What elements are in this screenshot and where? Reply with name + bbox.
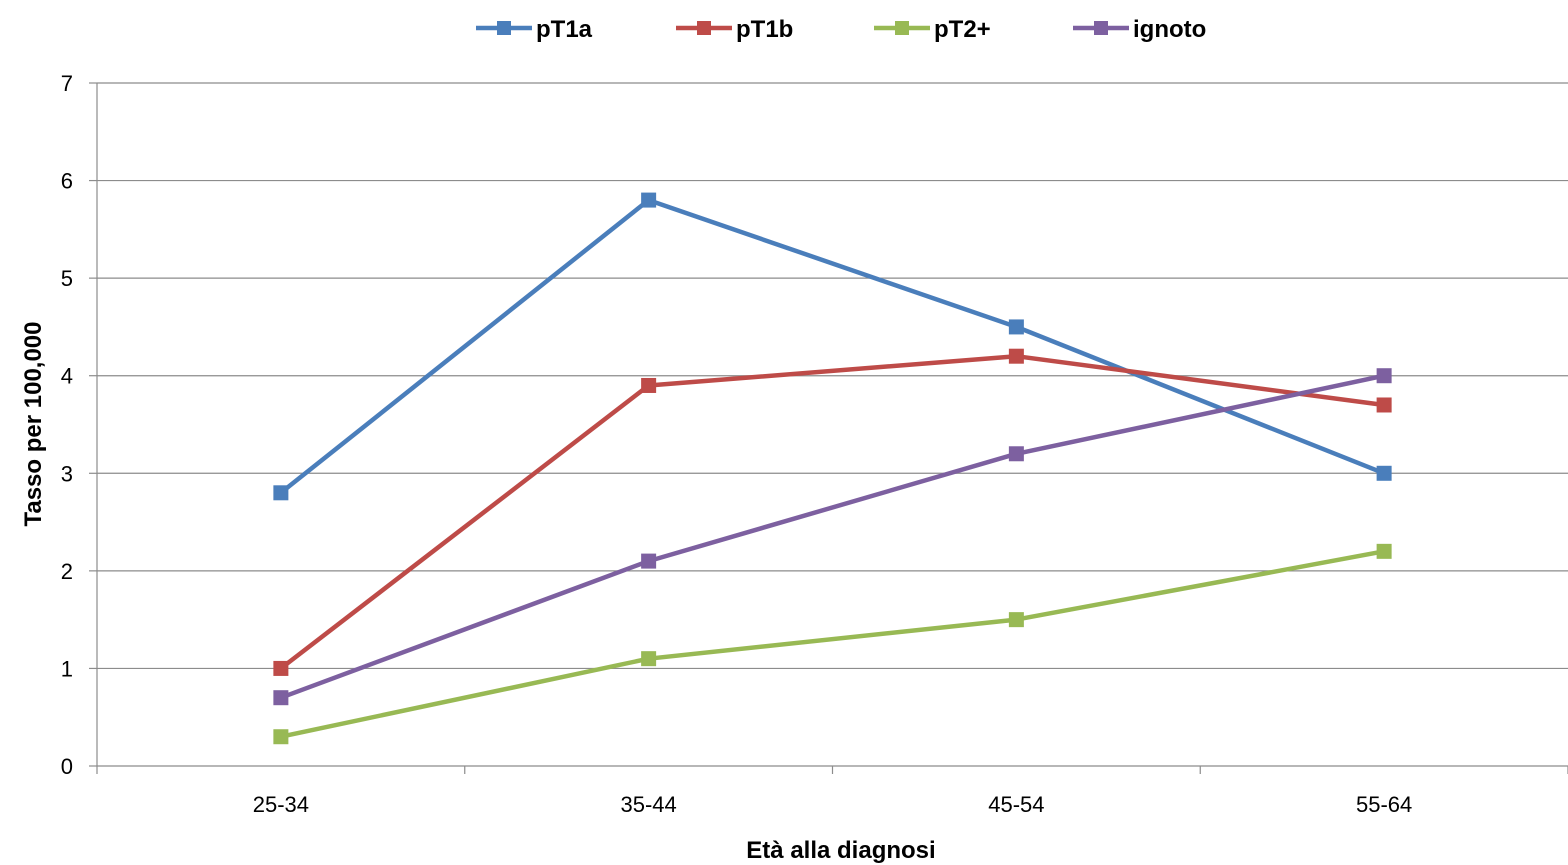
y-tick-label: 4 [61, 364, 73, 389]
legend-swatch-marker [497, 21, 511, 35]
data-point-pT1b [1008, 348, 1024, 364]
legend-label: pT1a [536, 16, 593, 43]
data-point-pT2+ [1376, 543, 1392, 559]
grid-lines [97, 82, 1568, 670]
data-point-ignoto [273, 690, 289, 706]
x-tick-label: 55-64 [1356, 792, 1412, 817]
y-tick-label: 6 [61, 169, 73, 194]
y-tick-label: 0 [61, 754, 73, 779]
legend-swatch-marker [895, 21, 909, 35]
legend-label: ignoto [1133, 16, 1206, 43]
data-point-pT1b [273, 660, 289, 676]
legend-swatch-marker [1094, 21, 1108, 35]
legend-item-pT1b: pT1b [676, 16, 793, 43]
legend-item-pT1a: pT1a [476, 16, 593, 43]
legend-label: pT1b [736, 16, 793, 43]
series-lines [273, 192, 1392, 745]
data-point-pT1a [1008, 319, 1024, 335]
y-tick-label: 5 [61, 266, 73, 291]
data-point-pT1b [641, 377, 657, 393]
x-tick-label: 45-54 [988, 792, 1044, 817]
series-line-ignoto [280, 373, 1385, 700]
series-line-pT2+ [280, 549, 1385, 739]
axes: 0 1 2 3 4 5 6 7 25-34 35-44 45-54 55-64 [61, 71, 1568, 817]
legend-item-ignoto: ignoto [1073, 16, 1206, 43]
data-point-ignoto [1008, 446, 1024, 462]
data-point-pT1a [1376, 465, 1392, 481]
legend-item-pT2+: pT2+ [874, 16, 991, 43]
legend-swatch-marker [697, 21, 711, 35]
data-point-ignoto [1376, 368, 1392, 384]
data-point-ignoto [641, 553, 657, 569]
y-tick-label: 1 [61, 656, 73, 681]
data-point-pT1a [641, 192, 657, 208]
series-line-pT1a [279, 197, 1385, 495]
y-tick-label: 7 [61, 71, 73, 96]
legend-label: pT2+ [934, 16, 991, 43]
data-point-pT2+ [273, 729, 289, 745]
x-tick-label: 35-44 [620, 792, 676, 817]
x-axis-title: Età alla diagnosi [746, 837, 935, 864]
data-point-pT1a [273, 485, 289, 501]
series-line-pT1b [279, 353, 1385, 671]
y-tick-label: 2 [61, 559, 73, 584]
data-point-pT2+ [641, 651, 657, 667]
x-tick-label: 25-34 [253, 792, 309, 817]
data-point-pT1b [1376, 397, 1392, 413]
legend: pT1a pT1b pT2+ ignoto [476, 16, 1206, 43]
y-axis-title: Tasso per 100,000 [20, 321, 47, 526]
data-point-pT2+ [1008, 612, 1024, 628]
y-tick-label: 3 [61, 461, 73, 486]
